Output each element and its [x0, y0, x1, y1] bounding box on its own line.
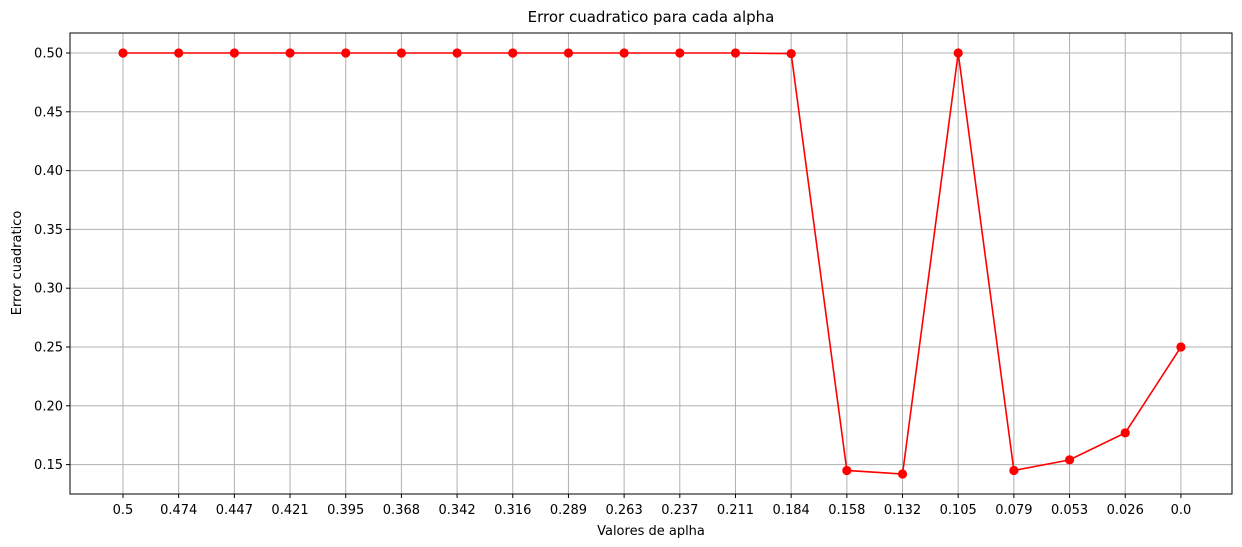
- data-point: [341, 48, 351, 58]
- y-tick-label: 0.40: [34, 164, 63, 179]
- series-line: [123, 52, 1182, 475]
- x-tick-label: 0.026: [1107, 503, 1144, 518]
- x-tick-label: 0.342: [438, 503, 475, 518]
- data-point: [508, 48, 518, 58]
- y-tick-label: 0.20: [34, 399, 63, 414]
- x-tick-label: 0.289: [550, 503, 587, 518]
- x-tick-label: 0.237: [661, 503, 698, 518]
- data-point: [730, 48, 741, 58]
- series-layer: [118, 48, 1186, 479]
- data-point: [285, 48, 295, 58]
- x-tick-label: 0.079: [995, 503, 1032, 518]
- data-point: [1064, 455, 1075, 465]
- y-tick-label: 0.30: [34, 282, 63, 297]
- data-point: [563, 48, 574, 58]
- y-tick-label: 0.25: [34, 340, 63, 355]
- x-tick-label: 0.105: [940, 503, 977, 518]
- data-point: [229, 48, 239, 58]
- x-tick-label: 0.368: [383, 503, 420, 518]
- data-point: [1009, 465, 1019, 476]
- x-tick-label: 0.474: [160, 503, 197, 518]
- data-point: [842, 465, 852, 476]
- data-point: [396, 48, 406, 58]
- y-tick-label: 0.45: [34, 105, 63, 120]
- ticks: 0.5 0.474 0.447 0.421 0.395 0.368 0.342 0.316 0.…: [34, 46, 1191, 518]
- x-tick-label: 0.053: [1051, 503, 1088, 518]
- data-point: [452, 48, 462, 58]
- data-point: [897, 469, 908, 479]
- x-tick-label: 0.395: [327, 503, 364, 518]
- data-point: [675, 48, 685, 58]
- chart-title: Error cuadratico para cada alpha: [528, 8, 775, 26]
- y-tick-label: 0.35: [34, 223, 63, 238]
- data-point: [118, 48, 128, 58]
- x-tick-label: 0.132: [884, 503, 921, 518]
- grid: [70, 33, 1232, 494]
- x-tick-label: 0.158: [828, 503, 865, 518]
- x-tick-label: 0.447: [216, 503, 253, 518]
- data-point: [786, 48, 796, 59]
- data-point: [619, 48, 629, 58]
- x-tick-label: 0.421: [271, 503, 308, 518]
- data-point: [953, 48, 963, 58]
- data-point: [1176, 342, 1186, 352]
- x-tick-label: 0.5: [113, 503, 134, 518]
- x-axis-label: Valores de aplha: [597, 524, 705, 539]
- x-tick-label: 0.263: [606, 503, 643, 518]
- y-tick-label: 0.50: [34, 46, 63, 61]
- x-tick-label: 0.184: [773, 503, 810, 518]
- y-axis-label: Error cuadratico: [10, 211, 25, 316]
- x-tick-label: 0.211: [717, 503, 754, 518]
- x-tick-label: 0.316: [494, 503, 531, 518]
- y-tick-label: 0.15: [34, 458, 63, 473]
- x-tick-label: 0.0: [1171, 503, 1192, 518]
- data-point: [174, 48, 184, 58]
- plot-frame: [69, 32, 1233, 495]
- data-point: [1120, 428, 1130, 438]
